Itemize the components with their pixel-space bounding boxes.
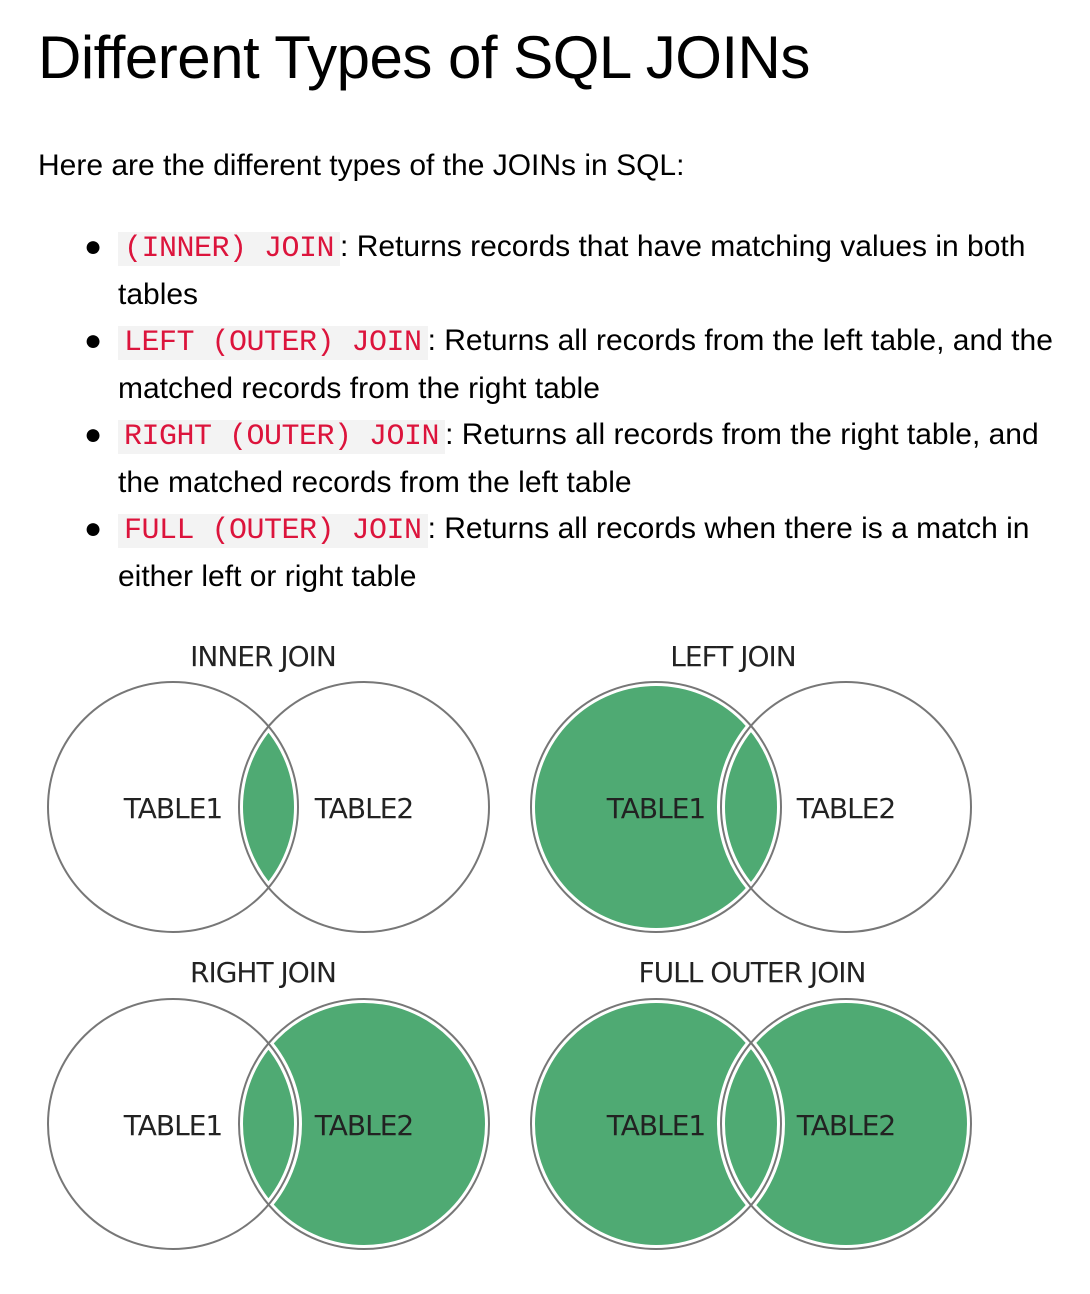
code-left-join: LEFT (OUTER) JOIN (118, 326, 428, 360)
venn-right-join: RIGHT JOIN TABLE1 TABLE2 (44, 956, 493, 1253)
code-right-join: RIGHT (OUTER) JOIN (118, 420, 446, 454)
venn-circle-table2 (721, 999, 971, 1249)
list-item-inner-join: ● (INNER) JOIN: Returns records that have… (84, 224, 1078, 318)
venn-title-right-join: RIGHT JOIN (190, 956, 336, 989)
venn-circle-table1 (48, 999, 298, 1249)
description-right-join: : Returns all records from the right tab… (118, 418, 1039, 499)
venn-full-outer-join: FULL OUTER JOIN TABLE1 TABLE2 (527, 956, 975, 1253)
description-left-join: : Returns all records from the left tabl… (118, 324, 1053, 405)
venn-title-full-outer-join: FULL OUTER JOIN (639, 956, 866, 989)
venn-circle-table2 (721, 682, 971, 932)
venn-circle-table2 (239, 682, 489, 932)
code-inner-join: (INNER) JOIN (118, 232, 341, 266)
list-item-full-join: ● FULL (OUTER) JOIN: Returns all records … (84, 506, 1078, 600)
description-inner-join: : Returns records that have matching val… (118, 230, 1026, 311)
description-full-join: : Returns all records when there is a ma… (118, 512, 1030, 593)
list-item-right-join: ● RIGHT (OUTER) JOIN: Returns all records… (84, 412, 1078, 506)
bullet-icon: ● (84, 418, 103, 451)
intro-text: Here are the different types of the JOIN… (38, 149, 685, 182)
venn-label-table1: TABLE1 (123, 1109, 222, 1142)
venn-inner-join: INNER JOIN TABLE1 TABLE2 (44, 640, 493, 936)
venn-circle-table1 (531, 682, 781, 932)
bullet-icon: ● (84, 324, 103, 357)
venn-title-left-join: LEFT JOIN (670, 640, 795, 673)
venn-circle-table2 (239, 999, 489, 1249)
page-title: Different Types of SQL JOINs (38, 24, 810, 91)
list-item-left-join: ● LEFT (OUTER) JOIN: Returns all records … (84, 318, 1078, 412)
venn-label-table1: TABLE1 (606, 792, 705, 825)
join-types-list: ● (INNER) JOIN: Returns records that have… (84, 224, 1078, 600)
venn-title-inner-join: INNER JOIN (190, 640, 336, 673)
venn-label-table1: TABLE1 (123, 792, 222, 825)
venn-label-table1: TABLE1 (606, 1109, 705, 1142)
venn-label-table2: TABLE2 (796, 1109, 895, 1142)
code-full-join: FULL (OUTER) JOIN (118, 514, 428, 548)
venn-label-table2: TABLE2 (796, 792, 895, 825)
venn-label-table2: TABLE2 (314, 792, 413, 825)
venn-label-table2: TABLE2 (314, 1109, 413, 1142)
venn-circle-table1 (48, 682, 298, 932)
venn-circle-table1 (531, 999, 781, 1249)
venn-left-join: LEFT JOIN TABLE1 TABLE2 (527, 640, 975, 936)
bullet-icon: ● (84, 512, 103, 545)
bullet-icon: ● (84, 230, 103, 263)
